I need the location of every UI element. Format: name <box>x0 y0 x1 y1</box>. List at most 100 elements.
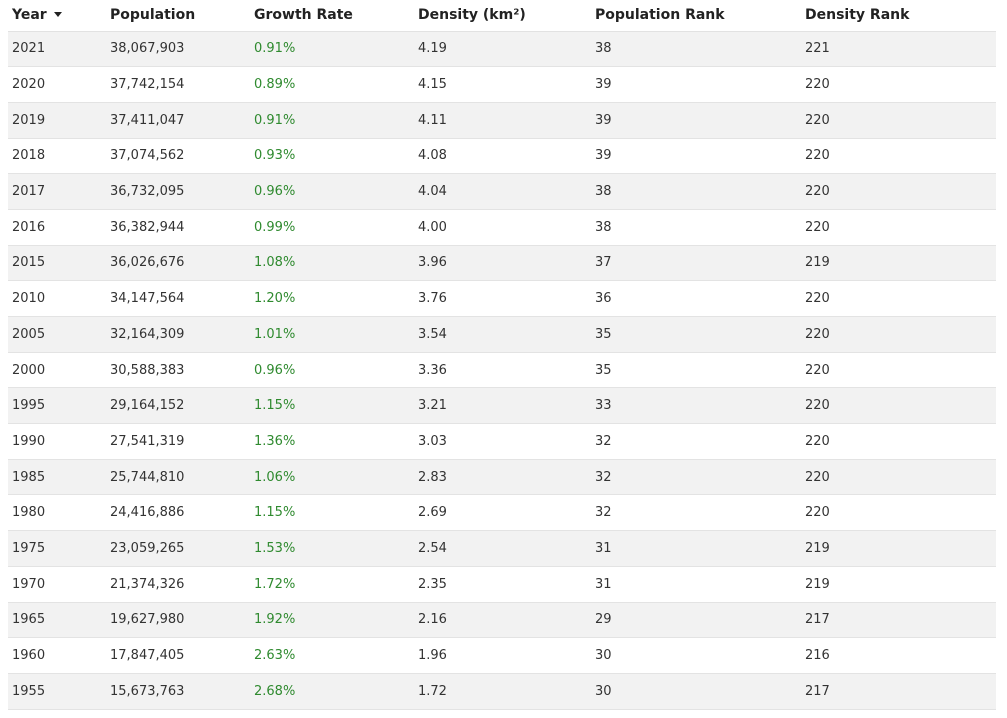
growth-rate-cell: 2.63% <box>254 648 296 664</box>
year-cell: 1970 <box>12 576 46 592</box>
year-cell: 1990 <box>12 433 46 449</box>
table-row: 2017 36,732,095 0.96% 4.04 38 220 <box>8 173 996 210</box>
growth-rate-cell: 0.91% <box>254 41 296 57</box>
population-rank-cell: 37 <box>595 255 612 271</box>
table-row: 2005 32,164,309 1.01% 3.54 35 220 <box>8 316 996 353</box>
growth-rate-cell: 1.15% <box>254 505 296 521</box>
density-cell: 4.00 <box>418 219 447 235</box>
growth-rate-cell: 1.53% <box>254 540 296 556</box>
growth-rate-cell: 1.72% <box>254 576 296 592</box>
population-cell: 36,382,944 <box>110 219 185 235</box>
density-cell: 1.72 <box>418 683 447 699</box>
column-header-population[interactable]: Population <box>106 0 250 32</box>
year-cell: 1955 <box>12 683 46 699</box>
year-cell: 2021 <box>12 41 46 57</box>
density-rank-cell: 221 <box>805 41 830 57</box>
growth-rate-cell: 0.96% <box>254 184 296 200</box>
density-cell: 3.54 <box>418 326 447 342</box>
growth-rate-cell: 1.06% <box>254 469 296 485</box>
growth-rate-cell: 0.96% <box>254 362 296 378</box>
table-header: Year Population Growth Rate Density (km²… <box>8 0 996 32</box>
growth-rate-cell: 0.91% <box>254 112 296 128</box>
column-header-label: Growth Rate <box>254 7 353 24</box>
year-cell: 2010 <box>12 291 46 307</box>
column-header-label: Density (km²) <box>418 7 526 24</box>
column-header-label: Population Rank <box>595 7 725 24</box>
population-cell: 36,732,095 <box>110 184 185 200</box>
table-row: 2019 37,411,047 0.91% 4.11 39 220 <box>8 102 996 139</box>
population-rank-cell: 30 <box>595 683 612 699</box>
growth-rate-cell: 1.36% <box>254 433 296 449</box>
density-cell: 3.36 <box>418 362 447 378</box>
density-rank-cell: 219 <box>805 540 830 556</box>
table-row: 2000 30,588,383 0.96% 3.36 35 220 <box>8 352 996 388</box>
population-rank-cell: 32 <box>595 433 612 449</box>
density-rank-cell: 220 <box>805 148 830 164</box>
density-cell: 3.21 <box>418 398 447 414</box>
population-cell: 27,541,319 <box>110 433 185 449</box>
population-rank-cell: 35 <box>595 362 612 378</box>
population-cell: 15,673,763 <box>110 683 185 699</box>
year-cell: 2017 <box>12 184 46 200</box>
density-cell: 4.08 <box>418 148 447 164</box>
population-cell: 37,074,562 <box>110 148 185 164</box>
column-header-density-rank[interactable]: Density Rank <box>801 0 996 32</box>
table-row: 1985 25,744,810 1.06% 2.83 32 220 <box>8 459 996 495</box>
population-rank-cell: 32 <box>595 469 612 485</box>
table-row: 1965 19,627,980 1.92% 2.16 29 217 <box>8 602 996 638</box>
year-cell: 1995 <box>12 398 46 414</box>
population-rank-cell: 32 <box>595 505 612 521</box>
population-rank-cell: 38 <box>595 219 612 235</box>
year-cell: 2005 <box>12 326 46 342</box>
density-cell: 2.35 <box>418 576 447 592</box>
column-header-growth-rate[interactable]: Growth Rate <box>250 0 414 32</box>
population-rank-cell: 35 <box>595 326 612 342</box>
population-rank-cell: 39 <box>595 112 612 128</box>
density-cell: 1.96 <box>418 648 447 664</box>
density-rank-cell: 219 <box>805 576 830 592</box>
density-rank-cell: 220 <box>805 505 830 521</box>
population-cell: 38,067,903 <box>110 41 185 57</box>
density-cell: 4.11 <box>418 112 447 128</box>
population-cell: 37,411,047 <box>110 112 185 128</box>
density-cell: 2.83 <box>418 469 447 485</box>
year-cell: 1980 <box>12 505 46 521</box>
density-cell: 4.04 <box>418 184 447 200</box>
table-row: 2020 37,742,154 0.89% 4.15 39 220 <box>8 66 996 103</box>
table-row: 1970 21,374,326 1.72% 2.35 31 219 <box>8 566 996 602</box>
table-row: 2015 36,026,676 1.08% 3.96 37 219 <box>8 245 996 281</box>
density-rank-cell: 219 <box>805 255 830 271</box>
population-cell: 34,147,564 <box>110 291 185 307</box>
population-rank-cell: 31 <box>595 576 612 592</box>
table-row: 1995 29,164,152 1.15% 3.21 33 220 <box>8 387 996 424</box>
table-row: 2018 37,074,562 0.93% 4.08 39 220 <box>8 138 996 174</box>
density-rank-cell: 220 <box>805 77 830 93</box>
column-header-label: Population <box>110 7 196 24</box>
table-row: 1960 17,847,405 2.63% 1.96 30 216 <box>8 637 996 674</box>
density-rank-cell: 220 <box>805 469 830 485</box>
table-row: 1980 24,416,886 1.15% 2.69 32 220 <box>8 494 996 531</box>
column-header-density[interactable]: Density (km²) <box>414 0 591 32</box>
year-cell: 2020 <box>12 77 46 93</box>
column-header-label: Year <box>12 7 47 24</box>
population-cell: 24,416,886 <box>110 505 185 521</box>
population-table: Year Population Growth Rate Density (km²… <box>8 0 996 710</box>
table-body: 2021 38,067,903 0.91% 4.19 38 221 2020 37,742,1… <box>8 31 996 710</box>
population-cell: 29,164,152 <box>110 398 185 414</box>
growth-rate-cell: 0.89% <box>254 77 296 93</box>
column-header-year[interactable]: Year <box>8 0 106 32</box>
growth-rate-cell: 1.20% <box>254 291 296 307</box>
year-cell: 2016 <box>12 219 46 235</box>
density-cell: 2.16 <box>418 612 447 628</box>
year-cell: 1965 <box>12 612 46 628</box>
density-rank-cell: 220 <box>805 291 830 307</box>
population-cell: 17,847,405 <box>110 648 185 664</box>
growth-rate-cell: 1.92% <box>254 612 296 628</box>
column-header-population-rank[interactable]: Population Rank <box>591 0 801 32</box>
population-rank-cell: 39 <box>595 77 612 93</box>
population-cell: 21,374,326 <box>110 576 185 592</box>
table-row: 2021 38,067,903 0.91% 4.19 38 221 <box>8 31 996 67</box>
population-rank-cell: 39 <box>595 148 612 164</box>
year-cell: 2019 <box>12 112 46 128</box>
